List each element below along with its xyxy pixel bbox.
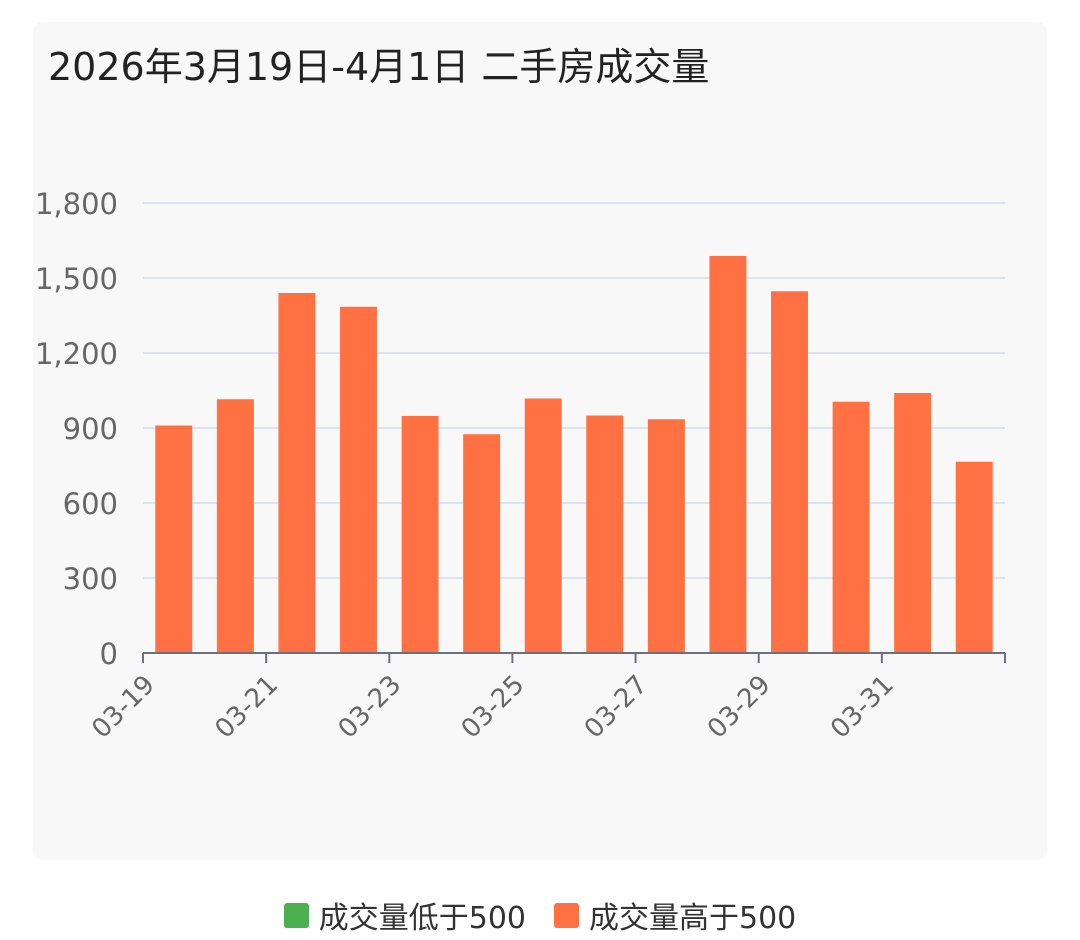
bar-03-25[interactable] [524,398,562,654]
x-tick-label: 03-29 [702,670,777,745]
x-tick-label: 03-23 [333,670,408,745]
x-tick-label: 03-19 [86,670,161,745]
y-tick-label: 900 [63,412,118,446]
chart-title: 2026年3月19日-4月1日 二手房成交量 [48,45,710,89]
y-axis-ticks: 0 300 600 900 1,200 1,500 1,800 [35,187,118,671]
bar-03-27[interactable] [647,419,685,653]
bar-03-21[interactable] [278,293,316,653]
bar-03-23[interactable] [401,416,439,653]
bar-03-24[interactable] [463,434,501,653]
x-axis-ticks: 03-19 03-21 03-23 03-25 03-27 03-29 03-31 [86,670,900,745]
bar-04-01[interactable] [955,461,993,653]
legend-swatch [283,902,309,928]
bar-03-29[interactable] [771,291,808,653]
legend-label: 成交量低于500 [318,901,526,936]
legend-item[interactable]: 成交量高于500 [554,893,796,937]
bars [155,256,993,654]
bar-03-20[interactable] [216,399,254,653]
x-tick-label: 03-27 [579,670,654,745]
legend-item[interactable]: 成交量低于500 [283,893,526,937]
legend: 成交量低于500 成交量高于500 [0,893,1080,937]
y-tick-label: 300 [63,562,118,596]
x-tick-label: 03-21 [209,670,284,745]
bar-03-19[interactable] [155,425,193,654]
y-tick-label: 0 [100,637,118,671]
bar-03-28[interactable] [709,256,747,653]
bar-03-26[interactable] [586,415,624,654]
legend-swatch [554,902,579,928]
legend-label: 成交量高于500 [589,901,797,936]
bar-03-31[interactable] [894,393,932,653]
y-tick-label: 600 [63,487,118,521]
x-tick-label: 03-31 [825,670,900,745]
bar-03-22[interactable] [340,306,377,653]
x-tick-label: 03-25 [456,670,531,745]
y-tick-label: 1,800 [35,187,118,221]
y-tick-label: 1,200 [35,337,118,371]
bar-03-30[interactable] [832,401,870,653]
y-tick-label: 1,500 [35,262,118,296]
grid-lines [143,202,1005,579]
x-axis [142,652,1006,663]
